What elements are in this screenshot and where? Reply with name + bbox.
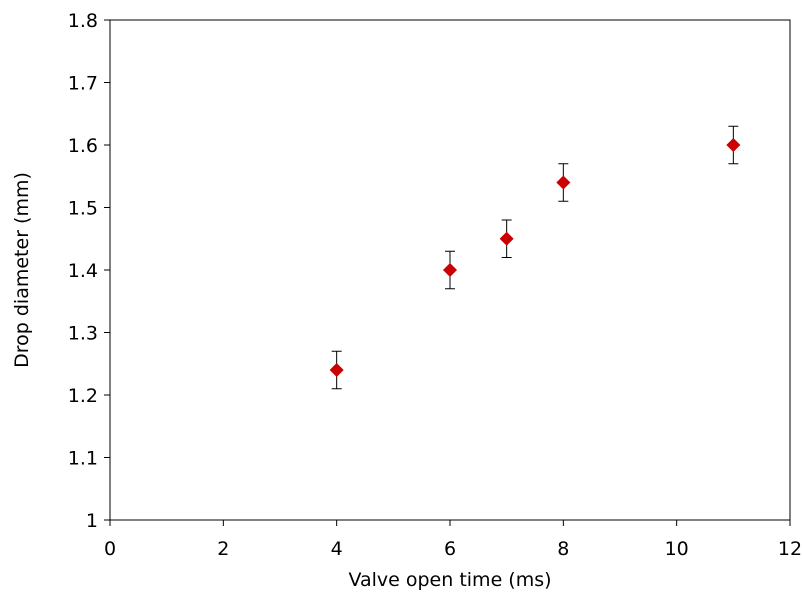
- data-point: [443, 263, 457, 277]
- x-tick-label: 12: [778, 538, 802, 560]
- error-bars: [331, 125, 739, 390]
- data-point: [556, 175, 571, 190]
- x-axis-label: Valve open time (ms): [348, 569, 551, 591]
- y-tick-label: 1.4: [68, 260, 98, 282]
- y-tick-label: 1.7: [68, 73, 98, 95]
- x-tick-label: 6: [444, 538, 456, 560]
- x-tick-label: 2: [217, 538, 229, 560]
- data-point: [726, 138, 741, 152]
- x-tick-label: 8: [557, 538, 569, 560]
- x-tick-label: 0: [104, 538, 116, 560]
- y-tick-label: 1.3: [68, 323, 98, 345]
- y-axis-label: Drop diameter (mm): [11, 172, 33, 368]
- y-tick-label: 1.2: [68, 385, 98, 407]
- y-tick-label: 1.1: [68, 448, 98, 470]
- x-axis: 0 2 4 6 8 10 12: [104, 520, 802, 560]
- x-tick-label: 10: [665, 538, 689, 560]
- y-axis: 1 1.1 1.2 1.3 1.4 1.5 1.6 1.7 1.8: [68, 10, 110, 532]
- y-tick-label: 1.8: [68, 10, 98, 32]
- data-point: [499, 231, 514, 246]
- data-point: [329, 363, 344, 377]
- data-points: [329, 138, 741, 377]
- y-tick-label: 1: [86, 510, 98, 532]
- y-tick-label: 1.6: [68, 135, 98, 157]
- y-tick-label: 1.5: [68, 198, 98, 220]
- x-tick-label: 4: [331, 538, 343, 560]
